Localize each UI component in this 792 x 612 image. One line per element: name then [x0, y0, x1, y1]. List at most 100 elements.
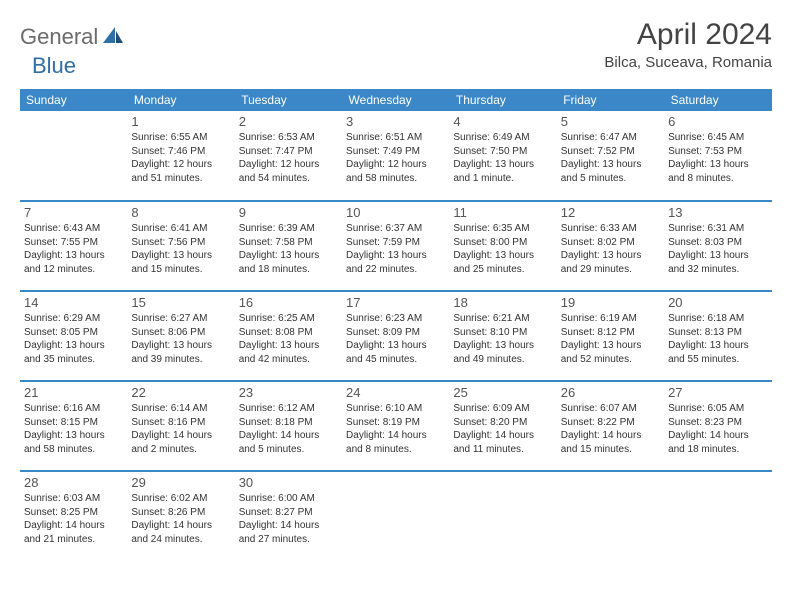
- week-row: 7Sunrise: 6:43 AMSunset: 7:55 PMDaylight…: [20, 201, 772, 291]
- day-info: Sunrise: 6:16 AMSunset: 8:15 PMDaylight:…: [24, 402, 123, 456]
- day-number: 6: [668, 114, 767, 129]
- day-info: Sunrise: 6:02 AMSunset: 8:26 PMDaylight:…: [131, 492, 230, 546]
- day-info: Sunrise: 6:39 AMSunset: 7:58 PMDaylight:…: [239, 222, 338, 276]
- day-cell: 16 Sunrise: 6:25 AMSunset: 8:08 PMDayligh…: [235, 291, 342, 381]
- day-cell: 1 Sunrise: 6:55 AMSunset: 7:46 PMDaylight…: [127, 111, 234, 201]
- empty-cell: [449, 471, 556, 561]
- day-number: 2: [239, 114, 338, 129]
- day-number: 12: [561, 205, 660, 220]
- day-number: 30: [239, 475, 338, 490]
- day-cell: 14Sunrise: 6:29 AMSunset: 8:05 PMDayligh…: [20, 291, 127, 381]
- day-number: 8: [131, 205, 230, 220]
- day-info: Sunrise: 6:37 AMSunset: 7:59 PMDaylight:…: [346, 222, 445, 276]
- day-header-saturday: Saturday: [664, 89, 771, 111]
- location-text: Bilca, Suceava, Romania: [604, 54, 772, 71]
- empty-cell: [342, 471, 449, 561]
- day-info: Sunrise: 6:31 AMSunset: 8:03 PMDaylight:…: [668, 222, 767, 276]
- day-info: Sunrise: 6:55 AMSunset: 7:46 PMDaylight:…: [131, 131, 230, 185]
- day-header-wednesday: Wednesday: [342, 89, 449, 111]
- day-cell: 19Sunrise: 6:19 AMSunset: 8:12 PMDayligh…: [557, 291, 664, 381]
- day-cell: 3 Sunrise: 6:51 AMSunset: 7:49 PMDaylight…: [342, 111, 449, 201]
- day-number: 11: [453, 205, 552, 220]
- day-info: Sunrise: 6:49 AMSunset: 7:50 PMDaylight:…: [453, 131, 552, 185]
- day-cell: 27Sunrise: 6:05 AMSunset: 8:23 PMDayligh…: [664, 381, 771, 471]
- day-info: Sunrise: 6:12 AMSunset: 8:18 PMDaylight:…: [239, 402, 338, 456]
- day-number: 24: [346, 385, 445, 400]
- month-title: April 2024: [604, 18, 772, 52]
- day-info: Sunrise: 6:53 AMSunset: 7:47 PMDaylight:…: [239, 131, 338, 185]
- day-cell: 20 Sunrise: 6:18 AMSunset: 8:13 PMDayligh…: [664, 291, 771, 381]
- day-info: Sunrise: 6:33 AMSunset: 8:02 PMDaylight:…: [561, 222, 660, 276]
- day-number: 18: [453, 295, 552, 310]
- day-cell: 28Sunrise: 6:03 AMSunset: 8:25 PMDayligh…: [20, 471, 127, 561]
- week-row: 14Sunrise: 6:29 AMSunset: 8:05 PMDayligh…: [20, 291, 772, 381]
- day-header-tuesday: Tuesday: [235, 89, 342, 111]
- day-info: Sunrise: 6:18 AMSunset: 8:13 PMDaylight:…: [668, 312, 767, 366]
- day-cell: 6 Sunrise: 6:45 AMSunset: 7:53 PMDaylight…: [664, 111, 771, 201]
- day-cell: 15 Sunrise: 6:27 AMSunset: 8:06 PMDayligh…: [127, 291, 234, 381]
- logo-text-general: General: [20, 24, 98, 50]
- logo: General: [20, 24, 127, 50]
- day-number: 23: [239, 385, 338, 400]
- day-number: 4: [453, 114, 552, 129]
- day-number: 27: [668, 385, 767, 400]
- calendar-body: 1 Sunrise: 6:55 AMSunset: 7:46 PMDaylight…: [20, 111, 772, 561]
- day-number: 10: [346, 205, 445, 220]
- day-header-friday: Friday: [557, 89, 664, 111]
- day-info: Sunrise: 6:35 AMSunset: 8:00 PMDaylight:…: [453, 222, 552, 276]
- day-info: Sunrise: 6:03 AMSunset: 8:25 PMDaylight:…: [24, 492, 123, 546]
- day-number: 20: [668, 295, 767, 310]
- day-number: 7: [24, 205, 123, 220]
- day-cell: 26Sunrise: 6:07 AMSunset: 8:22 PMDayligh…: [557, 381, 664, 471]
- day-number: 3: [346, 114, 445, 129]
- day-info: Sunrise: 6:21 AMSunset: 8:10 PMDaylight:…: [453, 312, 552, 366]
- day-info: Sunrise: 6:00 AMSunset: 8:27 PMDaylight:…: [239, 492, 338, 546]
- day-number: 15: [131, 295, 230, 310]
- day-cell: 23 Sunrise: 6:12 AMSunset: 8:18 PMDayligh…: [235, 381, 342, 471]
- day-cell: 13 Sunrise: 6:31 AMSunset: 8:03 PMDayligh…: [664, 201, 771, 291]
- day-number: 1: [131, 114, 230, 129]
- empty-cell: [20, 111, 127, 201]
- day-cell: 2 Sunrise: 6:53 AMSunset: 7:47 PMDaylight…: [235, 111, 342, 201]
- day-header-row: SundayMondayTuesdayWednesdayThursdayFrid…: [20, 89, 772, 111]
- day-info: Sunrise: 6:41 AMSunset: 7:56 PMDaylight:…: [131, 222, 230, 276]
- logo-text-blue: Blue: [32, 53, 76, 79]
- day-info: Sunrise: 6:23 AMSunset: 8:09 PMDaylight:…: [346, 312, 445, 366]
- day-cell: 22 Sunrise: 6:14 AMSunset: 8:16 PMDayligh…: [127, 381, 234, 471]
- day-info: Sunrise: 6:09 AMSunset: 8:20 PMDaylight:…: [453, 402, 552, 456]
- day-cell: 21 Sunrise: 6:16 AMSunset: 8:15 PMDayligh…: [20, 381, 127, 471]
- day-cell: 12 Sunrise: 6:33 AMSunset: 8:02 PMDayligh…: [557, 201, 664, 291]
- day-cell: 9 Sunrise: 6:39 AMSunset: 7:58 PMDaylight…: [235, 201, 342, 291]
- day-info: Sunrise: 6:51 AMSunset: 7:49 PMDaylight:…: [346, 131, 445, 185]
- day-number: 22: [131, 385, 230, 400]
- day-info: Sunrise: 6:45 AMSunset: 7:53 PMDaylight:…: [668, 131, 767, 185]
- day-info: Sunrise: 6:07 AMSunset: 8:22 PMDaylight:…: [561, 402, 660, 456]
- week-row: 1 Sunrise: 6:55 AMSunset: 7:46 PMDaylight…: [20, 111, 772, 201]
- day-cell: 25 Sunrise: 6:09 AMSunset: 8:20 PMDayligh…: [449, 381, 556, 471]
- day-number: 13: [668, 205, 767, 220]
- week-row: 28Sunrise: 6:03 AMSunset: 8:25 PMDayligh…: [20, 471, 772, 561]
- day-cell: 17Sunrise: 6:23 AMSunset: 8:09 PMDayligh…: [342, 291, 449, 381]
- day-cell: 7Sunrise: 6:43 AMSunset: 7:55 PMDaylight…: [20, 201, 127, 291]
- week-row: 21 Sunrise: 6:16 AMSunset: 8:15 PMDayligh…: [20, 381, 772, 471]
- day-info: Sunrise: 6:14 AMSunset: 8:16 PMDaylight:…: [131, 402, 230, 456]
- day-info: Sunrise: 6:29 AMSunset: 8:05 PMDaylight:…: [24, 312, 123, 366]
- day-cell: 29 Sunrise: 6:02 AMSunset: 8:26 PMDayligh…: [127, 471, 234, 561]
- day-cell: 18 Sunrise: 6:21 AMSunset: 8:10 PMDayligh…: [449, 291, 556, 381]
- day-header-sunday: Sunday: [20, 89, 127, 111]
- logo-sail-icon: [101, 25, 125, 50]
- day-number: 9: [239, 205, 338, 220]
- day-number: 29: [131, 475, 230, 490]
- day-cell: 11 Sunrise: 6:35 AMSunset: 8:00 PMDayligh…: [449, 201, 556, 291]
- day-number: 16: [239, 295, 338, 310]
- day-number: 21: [24, 385, 123, 400]
- day-header-monday: Monday: [127, 89, 234, 111]
- day-info: Sunrise: 6:25 AMSunset: 8:08 PMDaylight:…: [239, 312, 338, 366]
- day-header-thursday: Thursday: [449, 89, 556, 111]
- day-cell: 8 Sunrise: 6:41 AMSunset: 7:56 PMDaylight…: [127, 201, 234, 291]
- day-info: Sunrise: 6:19 AMSunset: 8:12 PMDaylight:…: [561, 312, 660, 366]
- day-number: 25: [453, 385, 552, 400]
- day-cell: 5Sunrise: 6:47 AMSunset: 7:52 PMDaylight…: [557, 111, 664, 201]
- day-cell: 30 Sunrise: 6:00 AMSunset: 8:27 PMDayligh…: [235, 471, 342, 561]
- day-info: Sunrise: 6:27 AMSunset: 8:06 PMDaylight:…: [131, 312, 230, 366]
